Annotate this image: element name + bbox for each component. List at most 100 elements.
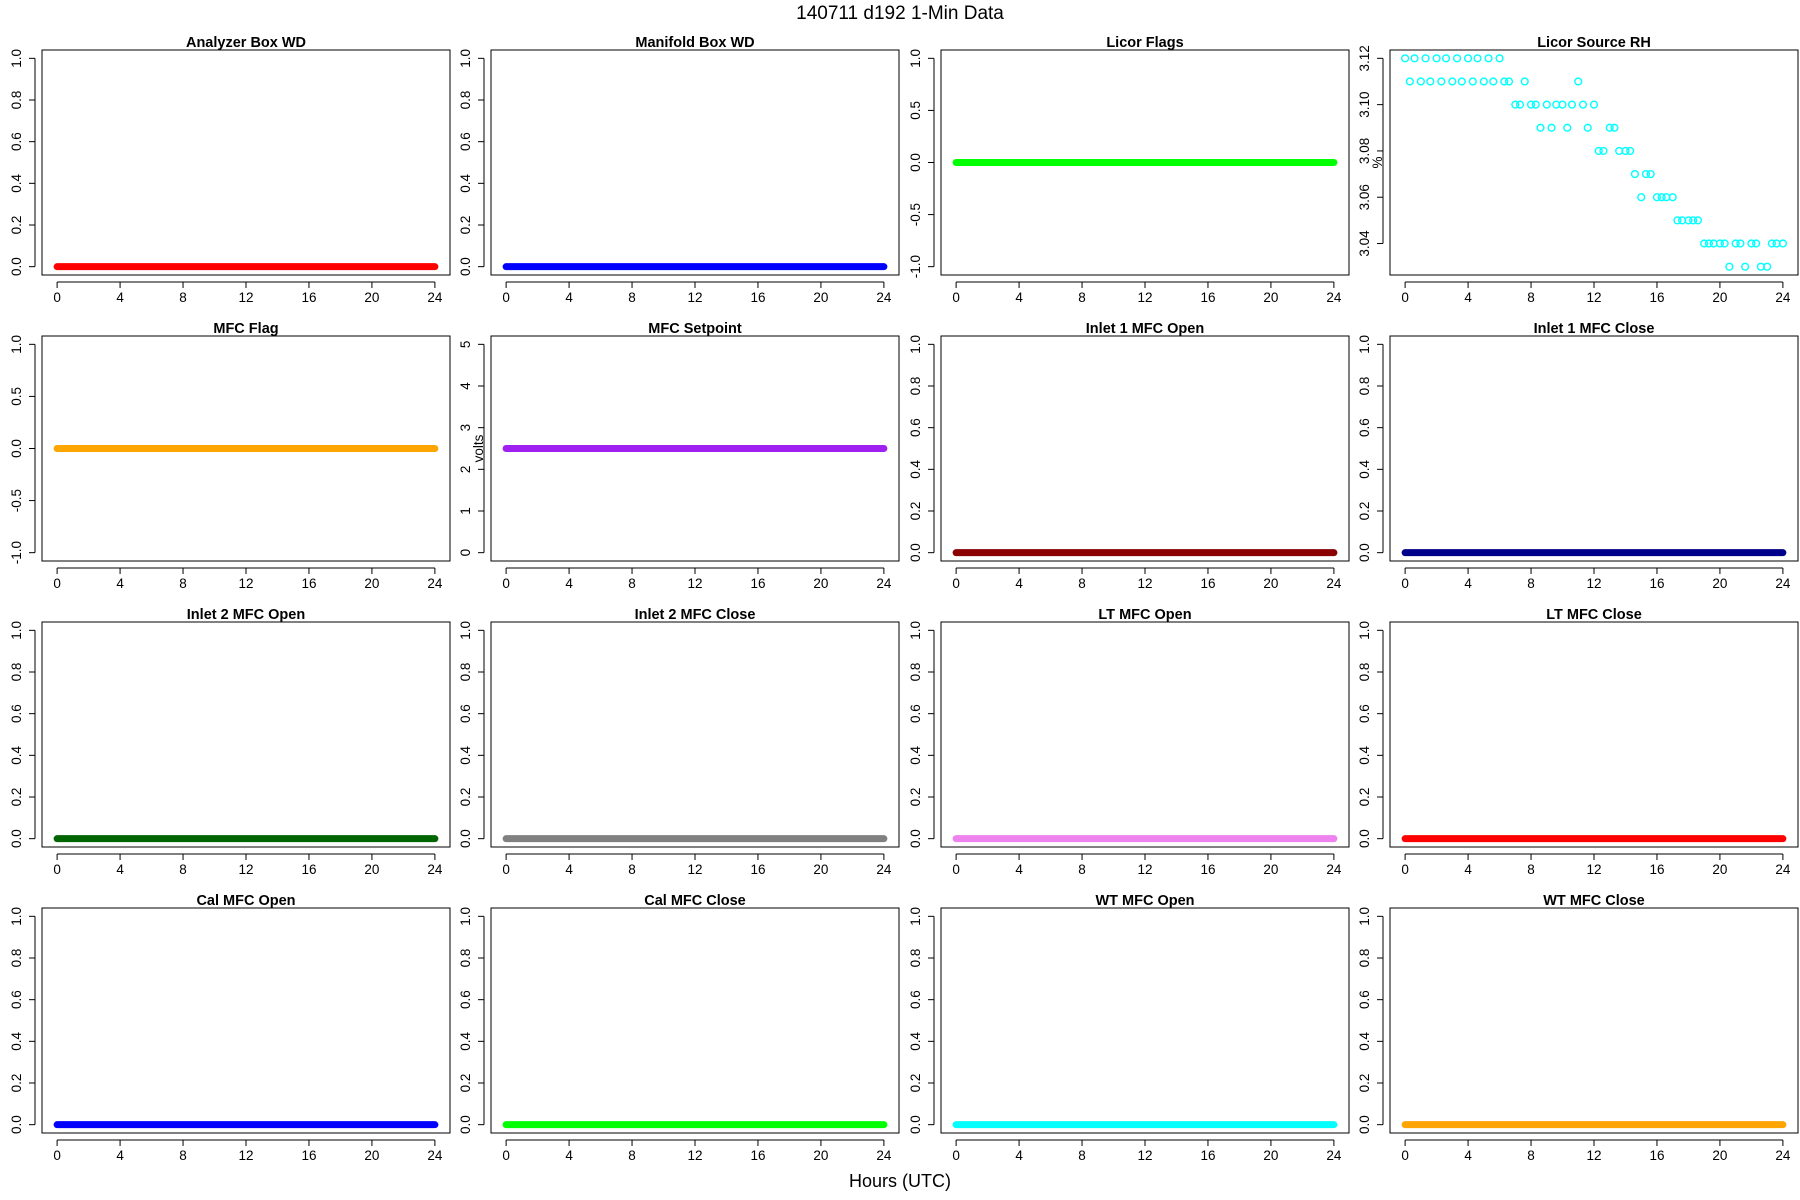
y-tick-label: 0.6 — [1357, 990, 1372, 1009]
data-point — [1441, 54, 1451, 63]
data-point — [1741, 262, 1750, 271]
x-tick-label: 4 — [1015, 862, 1023, 877]
y-tick-label: 0.5 — [9, 387, 24, 406]
x-tick-label: 12 — [687, 862, 702, 877]
y-tick-label: 1 — [458, 507, 473, 515]
data-point — [1416, 77, 1425, 86]
panel-title: Inlet 2 MFC Close — [635, 607, 756, 623]
x-tick-label: 4 — [565, 290, 573, 305]
x-tick-label: 4 — [1464, 862, 1472, 877]
x-tick-label: 8 — [1527, 862, 1535, 877]
x-tick-label: 8 — [179, 862, 187, 877]
plot-frame — [1389, 621, 1799, 848]
plot-frame — [940, 621, 1350, 848]
data-point — [1589, 100, 1599, 109]
y-tick-label: 0.8 — [458, 91, 473, 110]
y-tick-label: 0.4 — [458, 745, 473, 764]
x-tick-label: 4 — [565, 576, 573, 591]
data-point — [1605, 123, 1614, 132]
data-point — [1684, 216, 1693, 225]
panel-14: Cal MFC Close 0 4 8 12 16 20 24 0.0 0.2 0.4 0.6 0.8 1… — [458, 893, 900, 1163]
y-tick-label: 1.0 — [9, 907, 24, 926]
x-tick-label: 20 — [1712, 1148, 1727, 1163]
panel-title: LT MFC Open — [1098, 607, 1191, 623]
x-tick-label: 24 — [1326, 1148, 1342, 1163]
x-tick-label: 8 — [1078, 1148, 1086, 1163]
panels-group: Analyzer Box WD0 4 8 12 16 20 240.00.20.40.60.… — [9, 35, 1799, 1163]
y-tick-label: 0.2 — [908, 502, 923, 521]
x-tick-label: 20 — [813, 862, 828, 877]
x-tick-label: 0 — [53, 576, 61, 591]
data-point — [1763, 262, 1772, 271]
y-tick-label: 3.04 — [1357, 230, 1372, 257]
y-tick-label: 0.6 — [9, 704, 24, 723]
panel-10: Inlet 2 MFC Close 0 4 8 12 16 20 24 0.0 0.2 0.4 0.6… — [458, 607, 900, 877]
y-tick-label: 0.8 — [458, 663, 473, 682]
plot-frame — [41, 335, 451, 562]
x-tick-label: 4 — [1464, 1148, 1472, 1163]
x-tick-label: 4 — [1464, 290, 1472, 305]
x-tick-label: 4 — [116, 1148, 124, 1163]
y-tick-label: 0.0 — [908, 829, 923, 848]
x-tick-label: 20 — [813, 290, 828, 305]
y-tick-label: 0.8 — [1357, 663, 1372, 682]
y-tick-label: 0.6 — [908, 990, 923, 1009]
data-point — [1715, 239, 1725, 248]
data-point — [1515, 100, 1525, 109]
x-tick-label: 16 — [301, 290, 316, 305]
x-tick-label: 16 — [1649, 1148, 1664, 1163]
plot-frame — [490, 907, 900, 1134]
plot-frame — [490, 49, 900, 276]
data-point — [1500, 77, 1509, 86]
y-tick-label: 0.4 — [908, 1031, 923, 1050]
panel-16: WT MFC Close 0 4 8 12 16 20 24 0.0 0.2 0.4 0.6 0.8 1.… — [1357, 893, 1799, 1163]
y-tick-label: 0.8 — [1357, 377, 1372, 396]
x-tick-label: 24 — [1775, 862, 1791, 877]
x-tick-label: 20 — [1712, 290, 1727, 305]
panel-4: Licor Source RH 0 4 8 12 16 20 24 3.04 3.06 3.08 3.… — [1357, 35, 1799, 305]
x-tick-label: 20 — [364, 576, 379, 591]
y-tick-label: 0.2 — [1357, 788, 1372, 807]
panel-title: Inlet 2 MFC Open — [187, 607, 305, 623]
panel-title: Licor Source RH — [1537, 35, 1651, 51]
panel-11: LT MFC Open 0 4 8 12 16 20 24 0.0 0.2 0.4 0.6 0.8 1.0 — [908, 607, 1350, 877]
data-point — [1495, 54, 1504, 63]
x-tick-label: 12 — [238, 290, 253, 305]
x-tick-label: 16 — [301, 1148, 316, 1163]
data-point — [1457, 77, 1466, 86]
data-point — [1673, 216, 1682, 225]
x-tick-label: 0 — [1401, 290, 1409, 305]
x-tick-label: 20 — [1263, 576, 1278, 591]
y-tick-label: 0.6 — [9, 990, 24, 1009]
data-point — [1725, 262, 1734, 271]
y-tick-label: 0.8 — [908, 949, 923, 968]
y-tick-label: 0.0 — [458, 829, 473, 848]
x-tick-label: 4 — [116, 576, 124, 591]
x-tick-label: 20 — [364, 862, 379, 877]
y-tick-label: 0.2 — [908, 1074, 923, 1093]
x-tick-label: 24 — [1775, 576, 1791, 591]
data-point — [1693, 216, 1702, 225]
data-point — [1484, 54, 1493, 63]
x-tick-label: 16 — [750, 862, 765, 877]
y-tick-label: 1.0 — [458, 907, 473, 926]
y-tick-label: 0.0 — [1357, 829, 1372, 848]
data-point — [1504, 77, 1514, 86]
x-tick-label: 8 — [1078, 862, 1086, 877]
x-tick-label: 12 — [238, 576, 253, 591]
y-tick-label: 0.6 — [9, 132, 24, 151]
x-tick-label: 0 — [53, 1148, 61, 1163]
y-tick-label: 4 — [458, 382, 473, 390]
x-tick-label: 24 — [427, 862, 443, 877]
y-tick-label: 0.2 — [9, 216, 24, 235]
data-point — [1489, 77, 1498, 86]
x-tick-label: 4 — [1015, 1148, 1023, 1163]
y-tick-label: 1.0 — [458, 621, 473, 640]
panel-title: WT MFC Close — [1543, 893, 1645, 909]
y-tick-label: 0.0 — [9, 257, 24, 276]
data-point — [1668, 193, 1677, 202]
data-point — [1594, 146, 1603, 156]
plot-frame — [1389, 907, 1799, 1134]
x-tick-label: 20 — [364, 1148, 379, 1163]
